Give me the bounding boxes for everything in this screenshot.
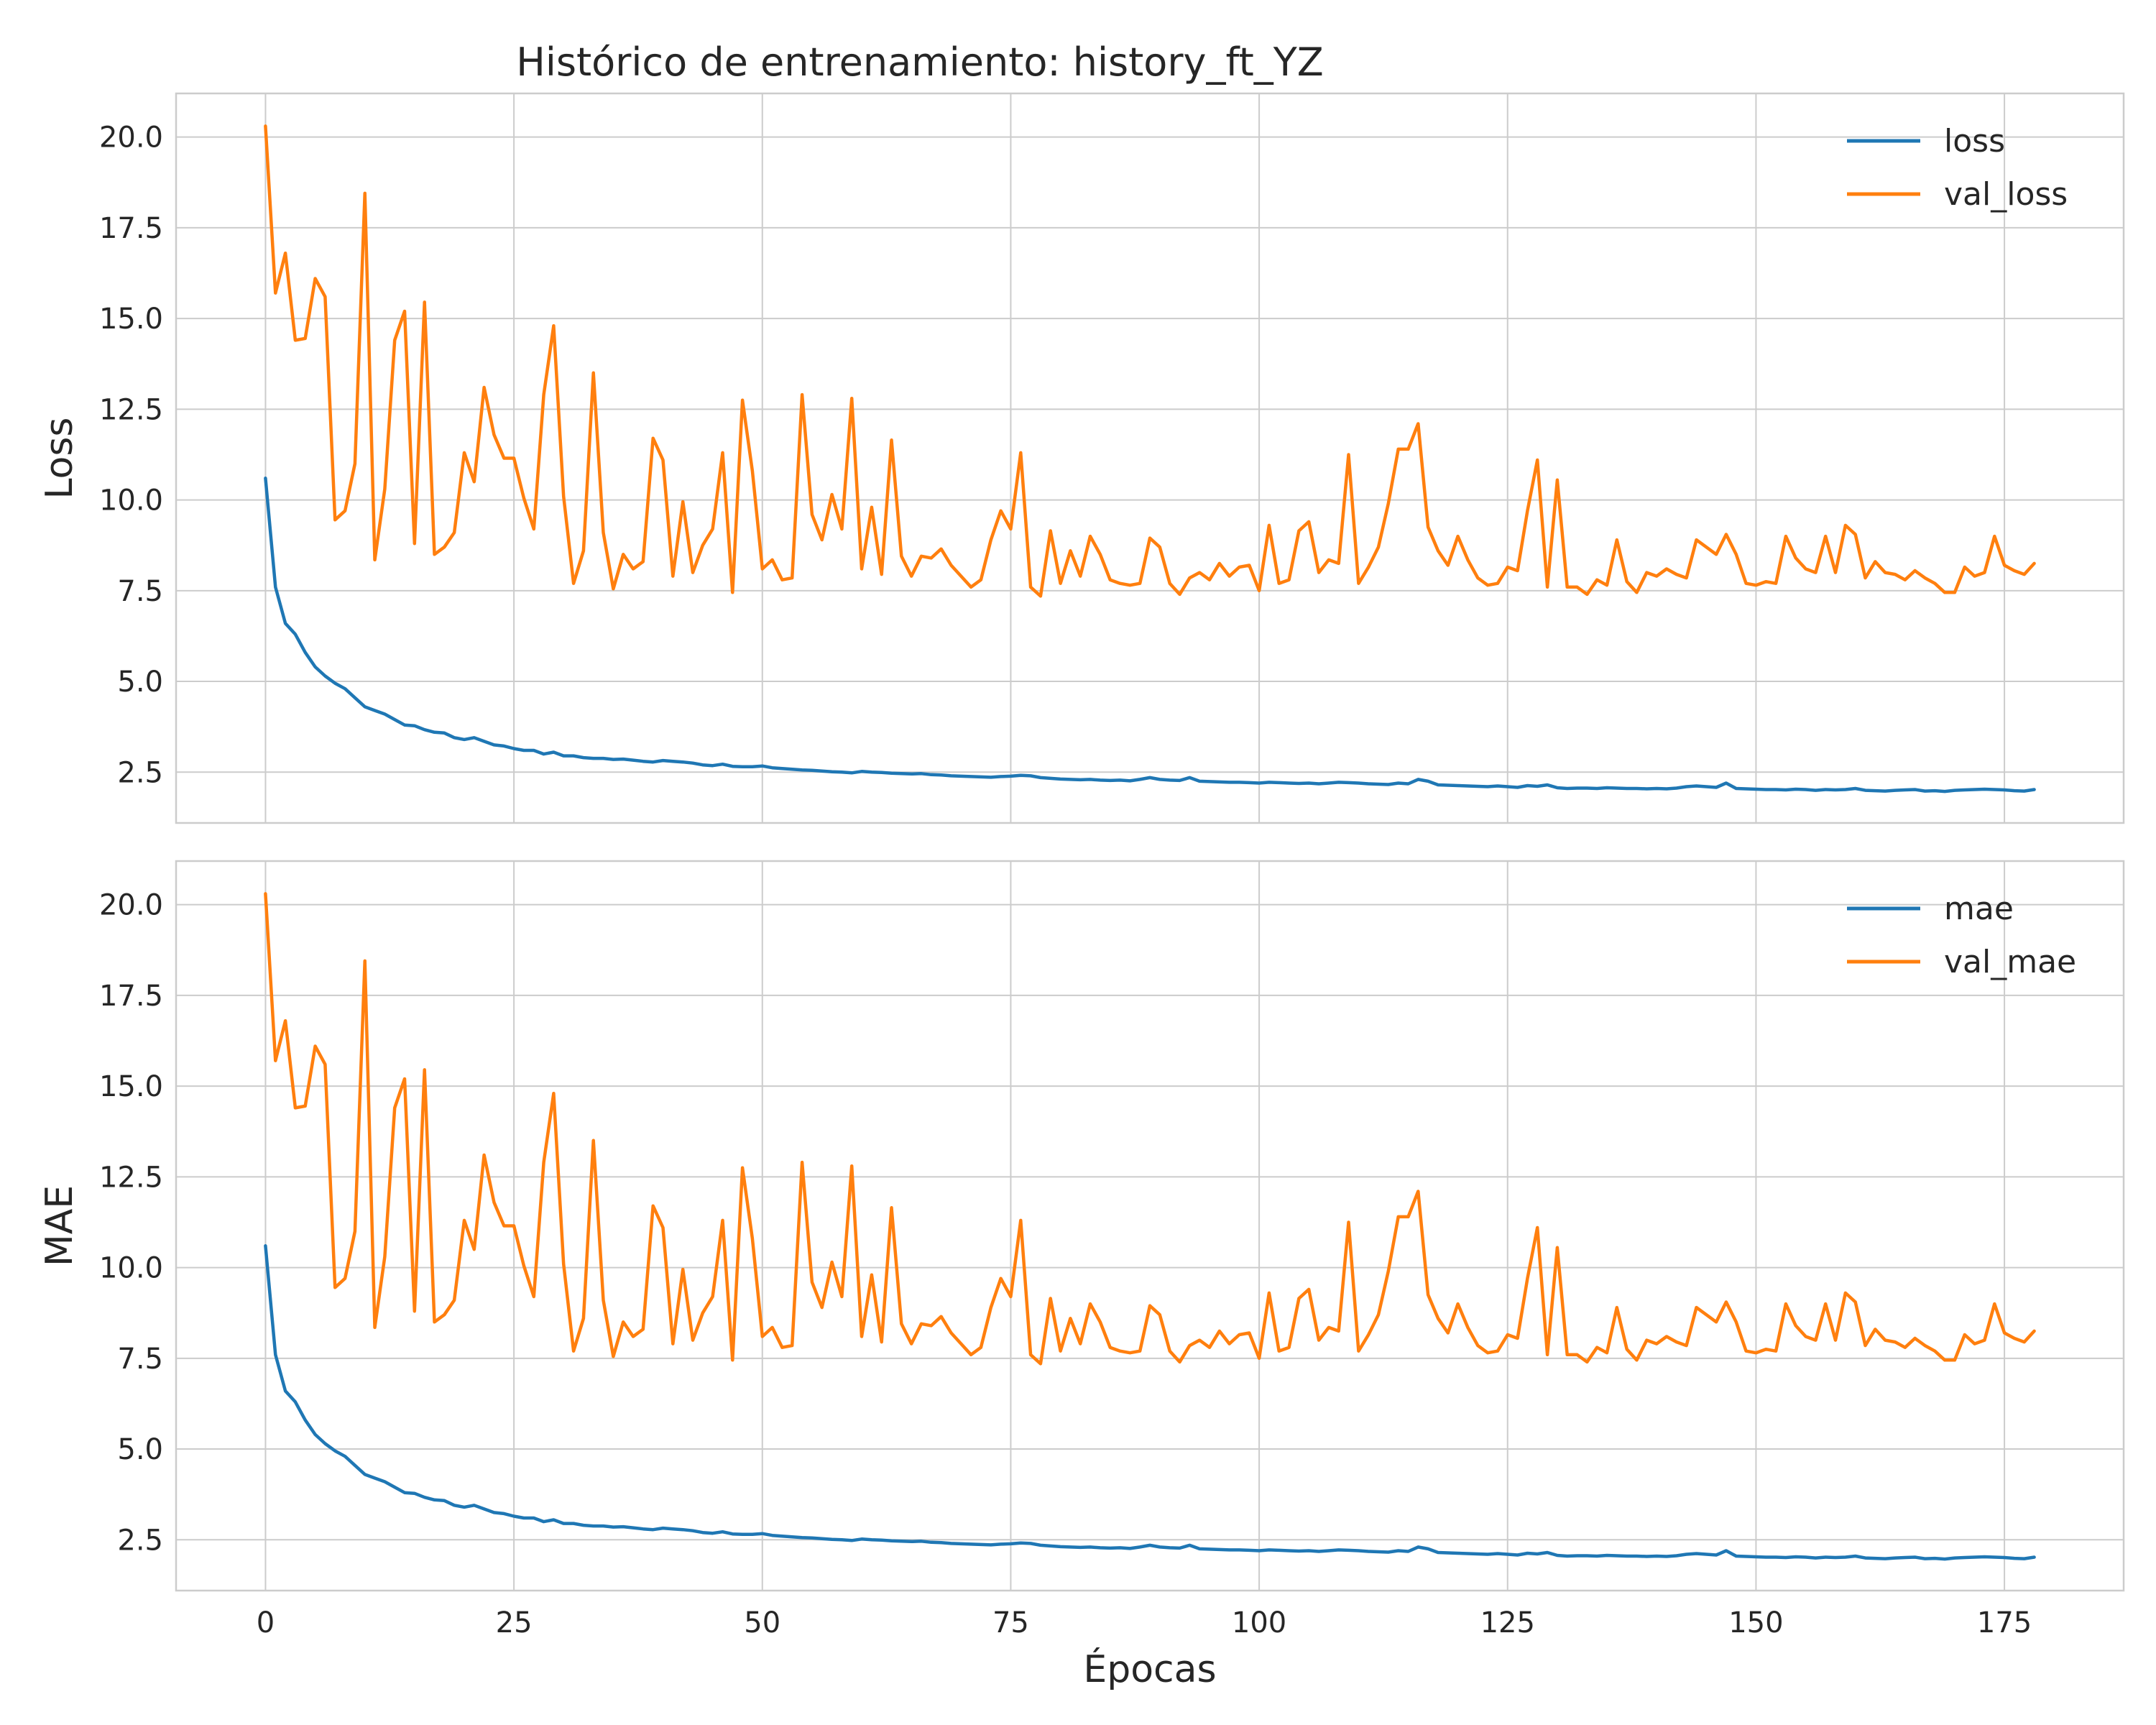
y-tick-label: 5.0	[117, 1433, 163, 1466]
legend-label-mae: mae	[1944, 891, 2014, 927]
y-tick-label: 15.0	[99, 303, 163, 336]
x-tick-label: 50	[744, 1606, 780, 1639]
y-tick-label: 17.5	[99, 980, 163, 1013]
loss-panel: 2.5 5.0 7.5 10.0 12.5 15.0 17.5 20.0 Loss loss val…	[38, 92, 2125, 824]
x-tick-label: 25	[496, 1606, 533, 1639]
series-line-val_loss	[264, 124, 2036, 598]
x-tick-label: 75	[992, 1606, 1029, 1639]
x-tick-label: 0	[257, 1606, 275, 1639]
x-axis-label: Épocas	[1083, 1647, 1216, 1691]
y-tick-label: 10.0	[99, 1252, 163, 1285]
y-tick-label: 7.5	[117, 1343, 163, 1376]
y-tick-label: 17.5	[99, 212, 163, 245]
plot-frame	[175, 860, 2125, 1592]
y-tick-label: 2.5	[117, 756, 163, 789]
y-tick-label: 20.0	[99, 889, 163, 922]
x-tick-label: 150	[1728, 1606, 1783, 1639]
y-axis-label: MAE	[38, 1185, 81, 1266]
y-tick-label: 10.0	[99, 484, 163, 518]
plot-frame	[175, 92, 2125, 824]
y-tick-label: 20.0	[99, 121, 163, 155]
x-tick-label: 100	[1232, 1606, 1286, 1639]
series-line-val_mae	[264, 892, 2036, 1366]
series-line-loss	[264, 477, 2036, 794]
y-tick-label: 12.5	[99, 1161, 163, 1194]
series-line-mae	[264, 1244, 2036, 1561]
mae-panel: 2.5 5.0 7.5 10.0 12.5 15.0 17.5 20.0 0 25 50 75 100 1…	[38, 860, 2125, 1639]
y-axis-label: Loss	[38, 417, 81, 499]
x-tick-label: 125	[1480, 1606, 1535, 1639]
legend-label-val_loss: val_loss	[1944, 176, 2068, 213]
legend-label-val_mae: val_mae	[1944, 944, 2076, 980]
x-tick-label: 175	[1977, 1606, 2032, 1639]
y-tick-label: 7.5	[117, 575, 163, 608]
y-tick-label: 15.0	[99, 1070, 163, 1103]
chart-title: Histórico de entrenamiento: history_ft_Y…	[516, 40, 1323, 85]
y-tick-label: 5.0	[117, 666, 163, 699]
y-tick-label: 12.5	[99, 393, 163, 426]
y-tick-label: 2.5	[117, 1524, 163, 1557]
legend-label-loss: loss	[1944, 123, 2005, 160]
